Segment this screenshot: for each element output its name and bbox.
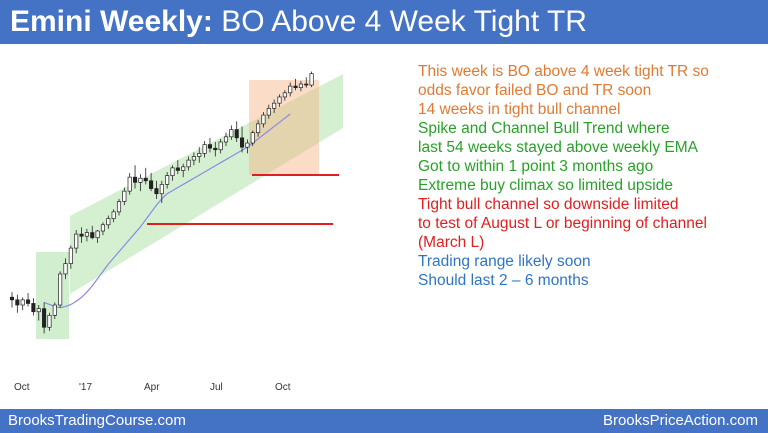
note-line: to test of August L or beginning of chan… [418,215,707,232]
title-bar: Emini Weekly: BO Above 4 Week Tight TR [0,0,768,44]
candle [68,245,73,269]
candle [229,125,234,140]
note-line: odds favor failed BO and TR soon [418,82,652,99]
note-line: (March L) [418,234,485,251]
candle [9,292,15,308]
bull-channel [70,74,343,294]
candle [122,187,127,206]
candle [111,209,116,223]
page-title: Emini Weekly: BO Above 4 Week Tight TR [10,4,587,40]
candle [256,120,261,137]
title-bold: Emini Weekly: [10,5,213,38]
candle [154,180,159,199]
price-chart [9,71,343,339]
candle [165,172,170,189]
candle [191,152,196,166]
candle [15,294,20,313]
candle [304,77,309,88]
candle [26,293,31,307]
candle [223,132,229,147]
x-tick-label: Apr [144,382,160,393]
note-line: 14 weeks in tight bull channel [418,101,621,118]
candle [202,140,207,158]
candle [58,271,63,308]
candle [116,198,122,216]
candle [84,228,89,242]
note-line: Tight bull channel so downside limited [418,196,679,213]
candle [240,126,245,153]
candle [90,225,95,240]
candle [272,99,277,113]
x-tick-label: '17 [79,382,93,393]
candle [159,180,164,204]
candle [250,130,255,147]
footer-left-link[interactable]: BrooksTradingCourse.com [8,412,186,429]
candle [175,160,180,175]
candle [95,229,100,243]
note-line: Trading range likely soon [418,253,591,270]
candle [143,167,148,185]
candle [234,121,239,142]
candle [63,258,68,280]
note-line: This week is BO above 4 week tight TR so [418,63,709,80]
note-line: Should last 2 – 6 months [418,272,589,289]
note-line: last 54 weeks stayed above weekly EMA [418,139,698,156]
candle [106,215,111,229]
candle [181,163,186,178]
candle [261,111,266,128]
candle [133,165,138,189]
candle [74,229,79,254]
note-line: Spike and Channel Bull Trend where [418,120,670,137]
candle [20,297,25,311]
candle [47,312,52,331]
analysis-notes: This week is BO above 4 week tight TR so… [418,62,763,290]
candle [170,165,175,181]
candle [42,302,47,334]
candle [277,94,282,107]
candle [79,227,84,243]
candle [218,138,223,154]
x-tick-label: Oct [14,382,30,393]
candle [138,174,143,192]
note-line: Extreme buy climax so limited upside [418,177,673,194]
candle [197,147,202,163]
candle [298,80,303,92]
candle [213,141,218,157]
footer-bar: BrooksTradingCourse.com BrooksPriceActio… [0,409,768,433]
candle [127,173,132,195]
candle [31,298,36,316]
title-rest: BO Above 4 Week Tight TR [212,5,587,38]
candle [186,156,191,171]
candle [100,222,106,236]
candle [288,82,293,97]
x-tick-label: Jul [210,382,223,393]
candle [309,71,314,88]
candle [36,305,41,321]
candle [293,78,298,91]
note-line: Got to within 1 point 3 months ago [418,158,654,175]
candle [207,137,213,153]
x-tick-label: Oct [275,382,291,393]
candle [149,173,154,192]
candle [282,90,287,101]
candle [245,139,250,154]
candle [52,302,57,319]
candle [266,104,271,119]
footer-right-link[interactable]: BrooksPriceAction.com [602,412,758,429]
